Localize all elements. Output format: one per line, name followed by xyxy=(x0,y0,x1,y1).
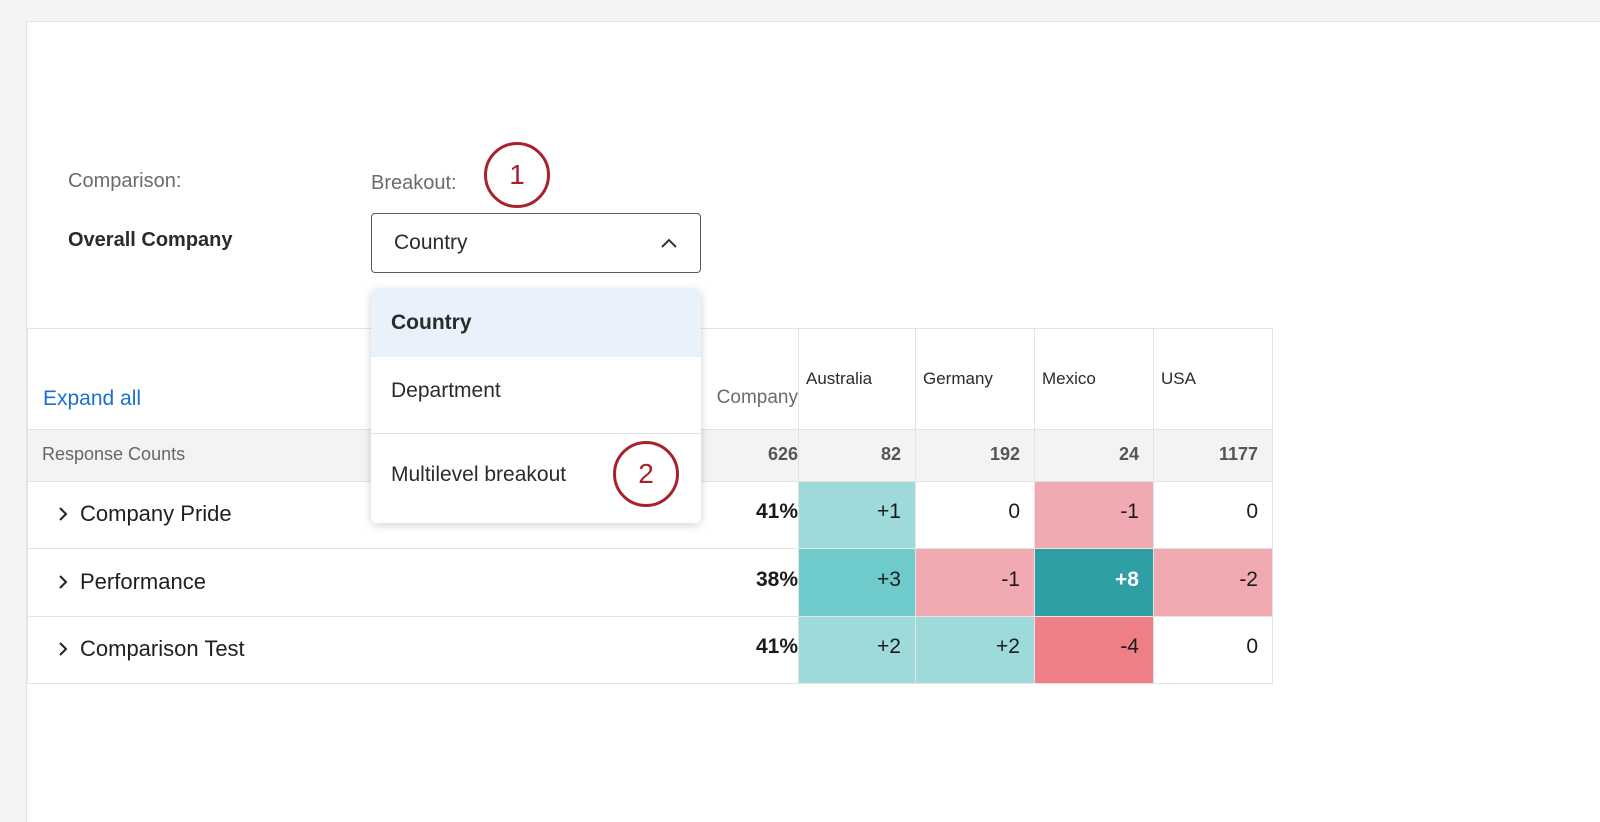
chevron-up-icon xyxy=(661,238,677,248)
company-header: Company xyxy=(716,387,798,408)
chevron-right-icon xyxy=(59,575,68,589)
cell-value: 0 xyxy=(1008,500,1020,523)
column-header-australia[interactable]: Australia xyxy=(806,369,873,388)
heat-cell xyxy=(915,616,1034,683)
column-header-usa[interactable]: USA xyxy=(1161,369,1196,388)
chevron-right-icon xyxy=(59,507,68,521)
heat-cell xyxy=(915,548,1034,616)
cell-value: +2 xyxy=(877,635,901,658)
heat-cell xyxy=(1034,481,1153,548)
count-germany: 192 xyxy=(989,444,1020,464)
comparison-label: Comparison: xyxy=(68,170,182,192)
expand-all-link[interactable]: Expand all xyxy=(43,387,142,410)
count-overall: 626 xyxy=(767,444,798,464)
row-performance[interactable]: Performance xyxy=(58,569,206,595)
cell-value: +1 xyxy=(877,500,901,523)
response-counts-label: Response Counts xyxy=(42,444,186,464)
heat-cell xyxy=(798,548,915,616)
heat-cell xyxy=(1034,616,1153,683)
menu-separator xyxy=(371,433,701,434)
divider xyxy=(28,548,1272,549)
cell-value: +3 xyxy=(877,568,901,591)
cell-value: -1 xyxy=(1001,568,1020,591)
cell-value: -1 xyxy=(1120,500,1139,523)
row-comparison-test[interactable]: Comparison Test xyxy=(58,636,245,662)
heat-cell xyxy=(1034,548,1153,616)
callout-1: 1 xyxy=(484,142,550,208)
divider xyxy=(1034,329,1035,683)
column-header-germany[interactable]: Germany xyxy=(923,369,993,388)
count-usa: 1177 xyxy=(1218,444,1258,464)
row-company-pride[interactable]: Company Pride xyxy=(58,501,232,527)
row-overall-value: 41% xyxy=(755,500,798,523)
divider xyxy=(28,616,1272,617)
cell-value: 0 xyxy=(1246,500,1258,523)
breakout-label: Breakout: xyxy=(371,172,457,194)
menu-item-country[interactable]: Country xyxy=(371,289,701,357)
breakout-select-value: Country xyxy=(394,231,468,254)
row-label: Performance xyxy=(80,569,206,594)
divider xyxy=(1153,329,1154,683)
divider xyxy=(798,329,799,683)
row-label: Company Pride xyxy=(80,501,232,526)
count-australia: 82 xyxy=(880,444,901,464)
row-overall-value: 38% xyxy=(755,568,798,591)
callout-2: 2 xyxy=(613,441,679,507)
cell-value: -2 xyxy=(1239,568,1258,591)
comparison-value: Overall Company xyxy=(68,229,233,251)
count-mexico: 24 xyxy=(1118,444,1139,464)
row-label: Comparison Test xyxy=(80,636,245,661)
divider xyxy=(915,329,916,683)
cell-value: -4 xyxy=(1120,635,1139,658)
column-header-mexico[interactable]: Mexico xyxy=(1042,369,1096,388)
chevron-right-icon xyxy=(59,642,68,656)
cell-value: +8 xyxy=(1115,568,1139,591)
heat-cell xyxy=(798,616,915,683)
menu-item-multilevel-breakout[interactable]: Multilevel breakout xyxy=(391,463,567,486)
menu-item-department[interactable]: Department xyxy=(391,379,501,402)
heat-cell xyxy=(798,481,915,548)
breakout-dropdown-menu: Country Department Multilevel breakout xyxy=(371,289,701,523)
cell-value: +2 xyxy=(996,635,1020,658)
breakout-select[interactable]: Country xyxy=(371,213,701,273)
heat-cell xyxy=(1153,548,1272,616)
row-overall-value: 41% xyxy=(755,635,798,658)
cell-value: 0 xyxy=(1246,635,1258,658)
